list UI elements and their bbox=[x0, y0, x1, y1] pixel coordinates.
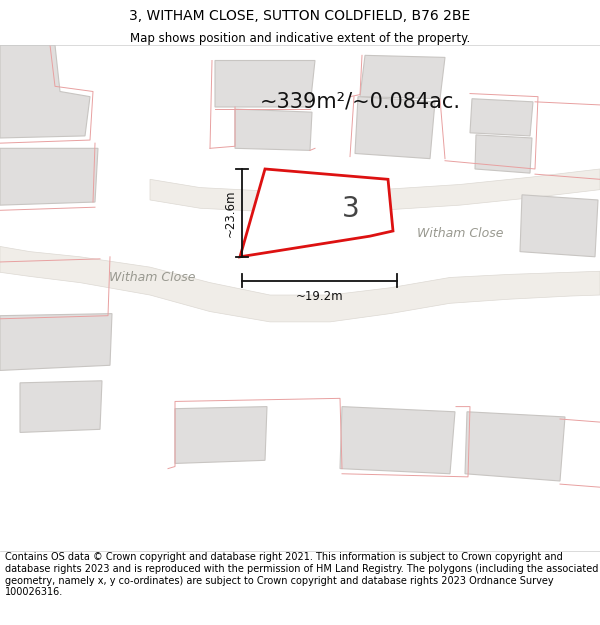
Polygon shape bbox=[175, 407, 267, 463]
Polygon shape bbox=[475, 135, 532, 173]
Polygon shape bbox=[0, 45, 90, 138]
Text: Contains OS data © Crown copyright and database right 2021. This information is : Contains OS data © Crown copyright and d… bbox=[5, 552, 598, 598]
Text: Map shows position and indicative extent of the property.: Map shows position and indicative extent… bbox=[130, 32, 470, 46]
Polygon shape bbox=[0, 314, 112, 371]
Text: ~19.2m: ~19.2m bbox=[296, 289, 343, 302]
Polygon shape bbox=[355, 97, 435, 159]
Text: ~339m²/~0.084ac.: ~339m²/~0.084ac. bbox=[260, 92, 461, 112]
Polygon shape bbox=[150, 169, 600, 212]
Text: Witham Close: Witham Close bbox=[109, 271, 195, 284]
Polygon shape bbox=[20, 381, 102, 432]
Polygon shape bbox=[465, 412, 565, 481]
Polygon shape bbox=[240, 169, 393, 257]
Text: Witham Close: Witham Close bbox=[417, 226, 503, 239]
Polygon shape bbox=[340, 407, 455, 474]
Text: 3: 3 bbox=[343, 195, 360, 223]
Polygon shape bbox=[0, 246, 600, 322]
Polygon shape bbox=[360, 56, 445, 99]
Polygon shape bbox=[235, 109, 312, 151]
Polygon shape bbox=[0, 148, 98, 205]
Text: 3, WITHAM CLOSE, SUTTON COLDFIELD, B76 2BE: 3, WITHAM CLOSE, SUTTON COLDFIELD, B76 2… bbox=[130, 9, 470, 23]
Polygon shape bbox=[470, 99, 533, 136]
Polygon shape bbox=[215, 61, 315, 107]
Polygon shape bbox=[520, 195, 598, 257]
Text: ~23.6m: ~23.6m bbox=[223, 189, 236, 237]
